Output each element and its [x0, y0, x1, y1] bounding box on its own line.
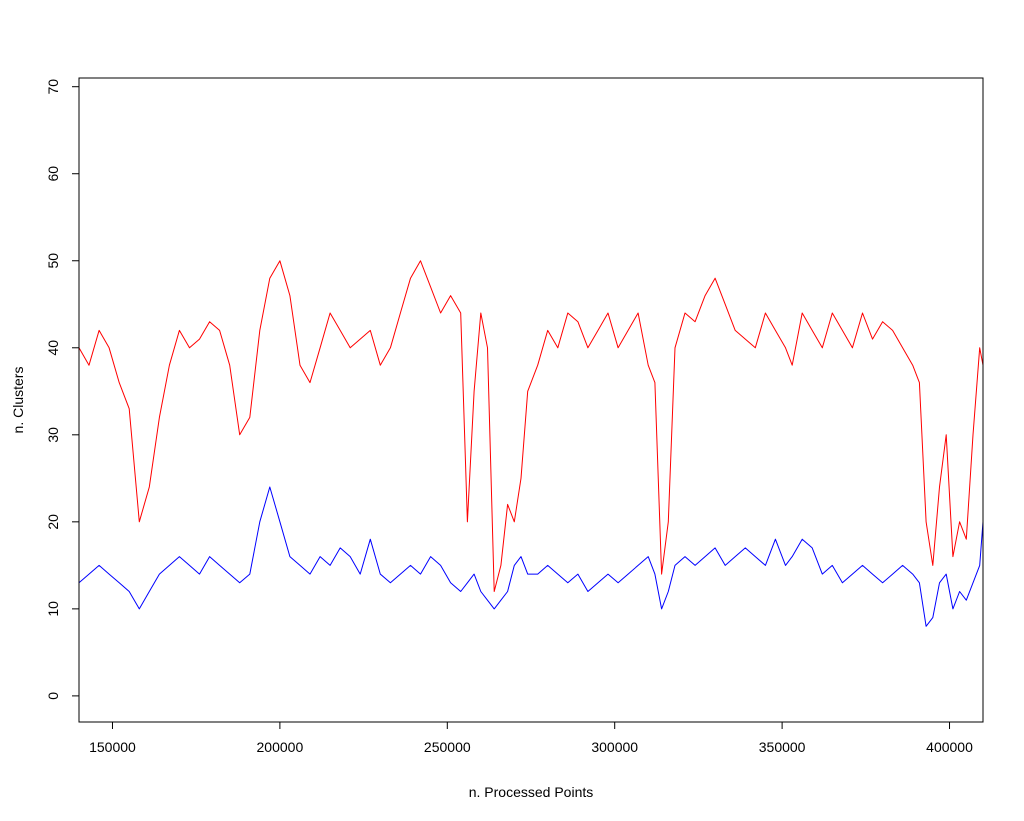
x-tick-label: 150000	[89, 739, 136, 755]
y-tick-label: 40	[45, 340, 61, 356]
y-tick-label: 10	[45, 601, 61, 617]
plot-frame	[78, 77, 984, 723]
y-axis-title: n. Clusters	[10, 367, 26, 434]
x-axis: 150000 200000 250000 300000 350000 400000	[89, 722, 973, 755]
y-tick-label: 30	[45, 427, 61, 443]
series-line-0	[78, 260, 984, 592]
y-tick-label: 0	[45, 692, 61, 700]
x-tick-label: 200000	[257, 739, 304, 755]
x-tick-label: 400000	[926, 739, 973, 755]
x-tick-label: 250000	[424, 739, 471, 755]
x-tick-label: 350000	[759, 739, 806, 755]
x-tick-label: 300000	[591, 739, 638, 755]
y-tick-label: 70	[45, 79, 61, 95]
y-tick-label: 60	[45, 166, 61, 182]
x-axis-title: n. Processed Points	[469, 784, 594, 800]
y-axis: 0 10 20 30 40 50 60 70	[45, 79, 79, 700]
series-line-1	[78, 486, 984, 627]
y-tick-label: 20	[45, 514, 61, 530]
series-layer	[78, 260, 984, 627]
y-tick-label: 50	[45, 253, 61, 269]
